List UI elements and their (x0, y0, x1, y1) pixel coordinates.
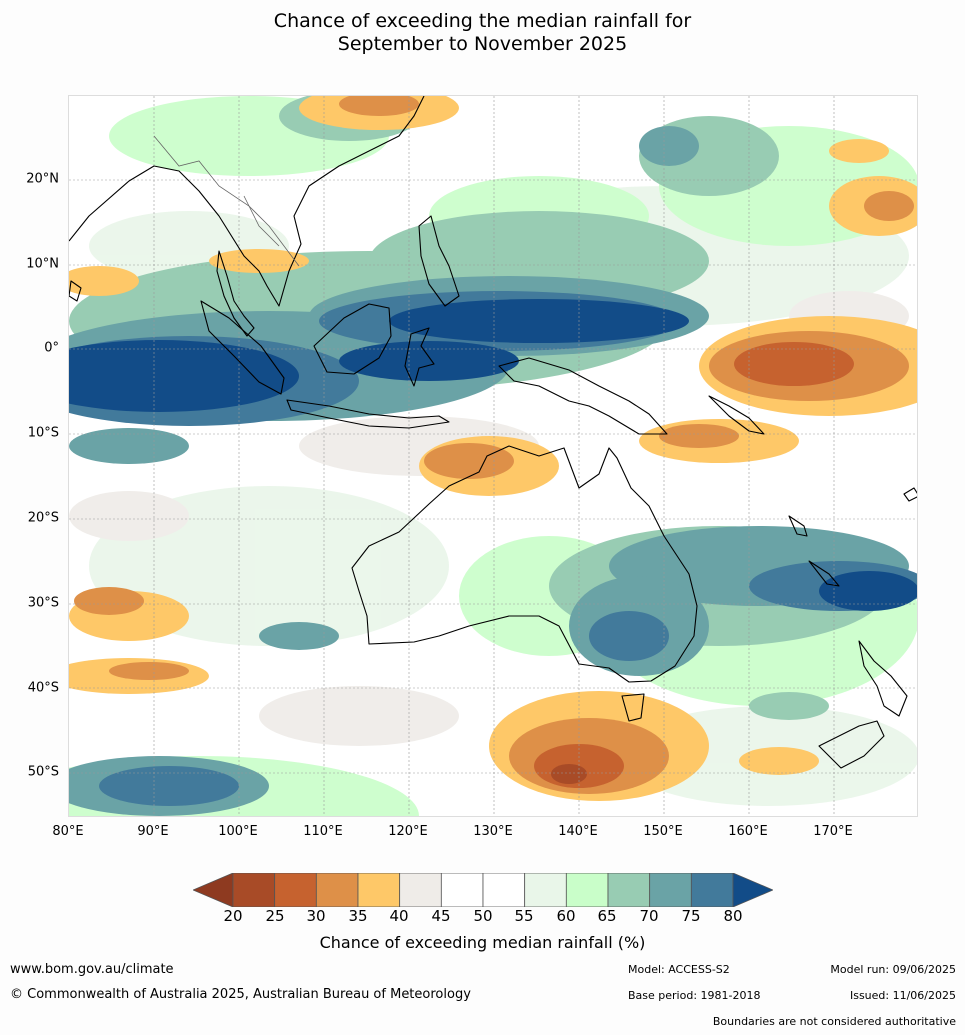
graticule (69, 96, 917, 816)
java-coastline (286, 399, 450, 429)
borneo-coastline (313, 303, 392, 375)
colorbar-label-65: 65 (597, 907, 617, 925)
colorbar-cell (690, 873, 734, 907)
model-run-text: Model run: 09/06/2025 (830, 963, 956, 976)
malay-peninsula-coastline (216, 250, 255, 337)
new-guinea-coastline (498, 357, 668, 435)
lon-tick-150e: 150°E (643, 824, 683, 839)
lon-tick-160e: 160°E (728, 824, 768, 839)
dry-anomaly-layer (69, 96, 917, 801)
colorbar-label-70: 70 (639, 907, 659, 925)
lat-tick-0: 0° (44, 340, 59, 356)
lon-tick-130e: 130°E (473, 824, 513, 839)
lat-tick-20s: 20°S (27, 510, 59, 526)
lon-tick-100e: 100°E (218, 824, 258, 839)
country-borders (153, 135, 300, 267)
colorbar-cell (399, 873, 442, 907)
colorbar-label-40: 40 (389, 907, 409, 925)
lat-tick-10s: 10°S (27, 425, 59, 441)
title-line-2: September to November 2025 (337, 33, 628, 55)
sumatra-coastline (200, 300, 285, 395)
website-link[interactable]: www.bom.gov.au/climate (10, 962, 174, 977)
map-title: Chance of exceeding the median rainfall … (0, 10, 965, 56)
title-line-1: Chance of exceeding the median rainfall … (273, 10, 692, 32)
map-canvas (69, 96, 917, 816)
issued-text: Issued: 11/06/2025 (849, 989, 956, 1002)
colorbar-cell (440, 873, 484, 907)
colorbar-cell (232, 873, 276, 907)
lat-tick-50s: 50°S (27, 764, 59, 780)
lat-tick-40s: 40°S (27, 680, 59, 696)
colorbar-label-25: 25 (265, 907, 285, 925)
colorbar-cell (315, 873, 359, 907)
sri-lanka-coastline (69, 280, 82, 302)
lon-tick-120e: 120°E (388, 824, 428, 839)
base-period-text: Base period: 1981-2018 (628, 989, 761, 1002)
lat-tick-30s: 30°S (27, 595, 59, 611)
sulawesi-coastline (404, 327, 435, 387)
colorbar-label-35: 35 (348, 907, 368, 925)
colorbar-label-50: 50 (473, 907, 493, 925)
colorbar-cell (524, 873, 567, 907)
colorbar-label-55: 55 (514, 907, 534, 925)
colorbar-cell (607, 873, 651, 907)
colorbar-title: Chance of exceeding median rainfall (%) (319, 933, 646, 952)
colorbar (193, 873, 773, 907)
new-zealand-north-island (858, 640, 908, 717)
solomon-islands-coastline (708, 395, 765, 435)
lon-tick-140e: 140°E (558, 824, 598, 839)
lat-tick-10n: 10°N (26, 256, 59, 272)
colorbar-label-60: 60 (556, 907, 576, 925)
australia-coastline (351, 445, 698, 683)
colorbar-cell (482, 873, 526, 907)
lat-tick-20n: 20°N (26, 171, 59, 187)
colorbar-arrow-high (732, 873, 773, 907)
colorbar-label-75: 75 (681, 907, 701, 925)
fiji-coastline (903, 487, 917, 502)
lon-tick-170e: 170°E (813, 824, 853, 839)
new-caledonia-coastline (808, 560, 840, 587)
copyright-text: © Commonwealth of Australia 2025, Austra… (10, 987, 471, 1002)
coastlines (69, 96, 917, 769)
new-zealand-south-island (818, 720, 885, 769)
lon-tick-110e: 110°E (303, 824, 343, 839)
philippines-coastline (418, 215, 460, 307)
tasmania-coastline (621, 693, 645, 722)
colorbar-cell (565, 873, 609, 907)
colorbar-label-20: 20 (223, 907, 243, 925)
lon-tick-90e: 90°E (137, 824, 169, 839)
colorbar-cell (649, 873, 692, 907)
lon-tick-80e: 80°E (52, 824, 84, 839)
colorbar-label-30: 30 (306, 907, 326, 925)
colorbar-label-45: 45 (431, 907, 451, 925)
colorbar-arrow-low (193, 873, 234, 907)
colorbar-cell (357, 873, 401, 907)
colorbar-cell (274, 873, 317, 907)
disclaimer-text: Boundaries are not considered authoritat… (712, 1015, 956, 1028)
asia-coastline (69, 96, 425, 307)
rainfall-map (68, 95, 918, 817)
model-text: Model: ACCESS-S2 (628, 963, 730, 976)
vanuatu-coastline (788, 515, 808, 537)
colorbar-label-80: 80 (723, 907, 743, 925)
